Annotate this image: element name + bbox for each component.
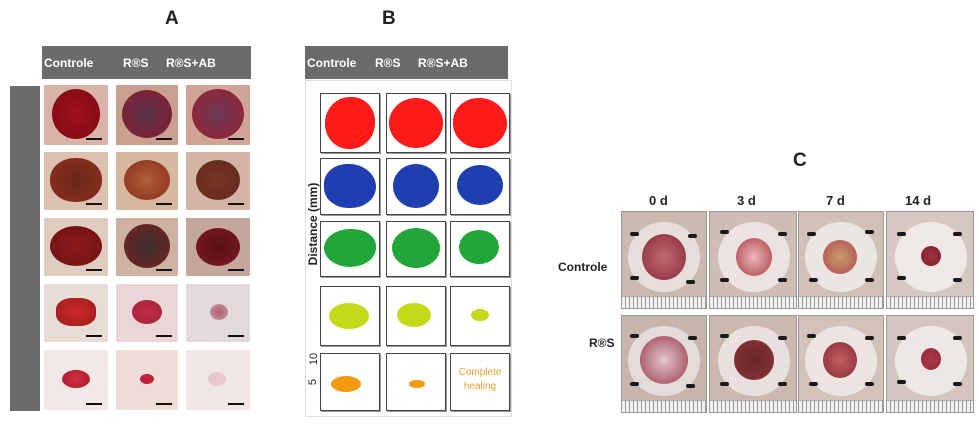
timepoint-label: 7 d <box>826 193 845 208</box>
splint-photo <box>798 211 884 309</box>
outline-cell <box>450 158 510 215</box>
complete-healing-text: Complete healing <box>458 367 502 392</box>
panel-b-letter: B <box>382 8 396 29</box>
wound-photo <box>186 152 250 210</box>
outline-cell <box>386 353 446 411</box>
panel-a-header-rs: R®S <box>123 56 149 70</box>
wound-photo <box>116 350 178 410</box>
row-label-rs: R®S <box>589 336 615 350</box>
outline-cell <box>386 93 446 153</box>
wound-photo <box>186 218 250 276</box>
splint-photo <box>621 211 707 309</box>
outline-cell <box>320 221 380 277</box>
outline-cell <box>320 353 380 411</box>
panel-a-header-rs-ab: R®S+AB <box>166 56 216 70</box>
wound-photo <box>44 218 108 276</box>
splint-photo <box>621 315 707 413</box>
y-tick-label: 10 <box>308 352 321 366</box>
panel-b-grid: Distance (mm) 10 5 Complete healing <box>305 80 512 417</box>
wound-photo <box>44 152 108 210</box>
splint-photo <box>886 315 974 413</box>
splint-photo <box>709 211 797 309</box>
panel-a-header-bar: Controle R®S R®S+AB <box>42 46 251 79</box>
panel-a-side-bar <box>10 86 40 411</box>
panel-a-photo-grid <box>42 85 252 415</box>
timepoint-label: 3 d <box>737 193 756 208</box>
splint-photo <box>798 315 884 413</box>
wound-photo <box>186 85 250 145</box>
outline-cell <box>320 158 380 215</box>
y-tick-label: 5 <box>307 378 320 386</box>
wound-photo <box>116 152 178 210</box>
outline-cell <box>320 93 380 153</box>
panel-b-header-controle: Controle <box>307 56 357 70</box>
wound-photo <box>186 350 250 410</box>
panel-a-header-controle: Controle <box>44 56 94 70</box>
outline-cell <box>450 221 510 277</box>
panel-b-header-bar: Controle R®S R®S+AB <box>305 46 508 79</box>
outline-cell <box>386 221 446 277</box>
splint-photo <box>709 315 797 413</box>
wound-photo <box>186 284 250 342</box>
wound-photo <box>116 218 178 276</box>
panel-c-letter: C <box>793 150 807 171</box>
y-axis-label: Distance (mm) <box>306 182 320 266</box>
panel-a-letter: A <box>165 8 179 29</box>
wound-photo <box>44 85 108 145</box>
wound-photo <box>116 284 178 342</box>
outline-cell: Complete healing <box>450 353 510 411</box>
outline-cell <box>386 158 446 215</box>
wound-photo <box>44 284 108 342</box>
outline-cell <box>450 286 510 346</box>
timepoint-label: 0 d <box>649 193 668 208</box>
panel-b-header-rs-ab: R®S+AB <box>418 56 468 70</box>
outline-cell <box>320 286 380 346</box>
wound-photo <box>44 350 108 410</box>
wound-photo <box>116 85 178 145</box>
outline-cell <box>386 286 446 346</box>
outline-cell <box>450 93 510 153</box>
row-label-controle: Controle <box>558 260 608 274</box>
timepoint-label: 14 d <box>905 193 932 208</box>
splint-photo <box>886 211 974 309</box>
panel-b-header-rs: R®S <box>375 56 401 70</box>
